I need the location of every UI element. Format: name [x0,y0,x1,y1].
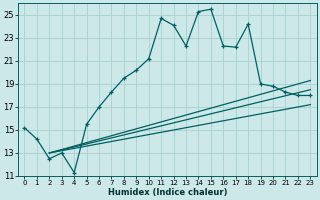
X-axis label: Humidex (Indice chaleur): Humidex (Indice chaleur) [108,188,227,197]
